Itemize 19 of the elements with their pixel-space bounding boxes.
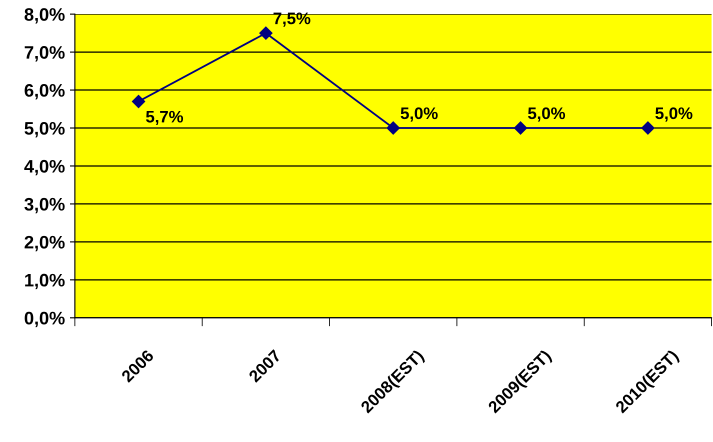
- data-label: 5,0%: [655, 107, 692, 122]
- y-tick-label: 6,0%: [24, 84, 65, 100]
- y-tick-label: 5,0%: [24, 122, 65, 138]
- point: [641, 121, 654, 135]
- y-tick-label: 4,0%: [24, 160, 65, 176]
- point: [259, 26, 272, 40]
- data-label: 5,0%: [528, 107, 566, 122]
- y-tick-label: 3,0%: [24, 198, 65, 214]
- point: [386, 121, 400, 135]
- data-label: 7,5%: [274, 12, 310, 27]
- y-tick-label: 0,0%: [24, 312, 65, 328]
- y-tick-label: 1,0%: [25, 274, 65, 290]
- y-tick-label: 7,0%: [24, 46, 65, 62]
- point: [132, 94, 146, 108]
- point: [514, 121, 528, 135]
- y-tick-label: 8,0%: [24, 8, 65, 24]
- data-label: 5,7%: [146, 110, 184, 125]
- y-tick-label: 2,0%: [24, 236, 65, 252]
- data-label: 5,0%: [400, 107, 438, 122]
